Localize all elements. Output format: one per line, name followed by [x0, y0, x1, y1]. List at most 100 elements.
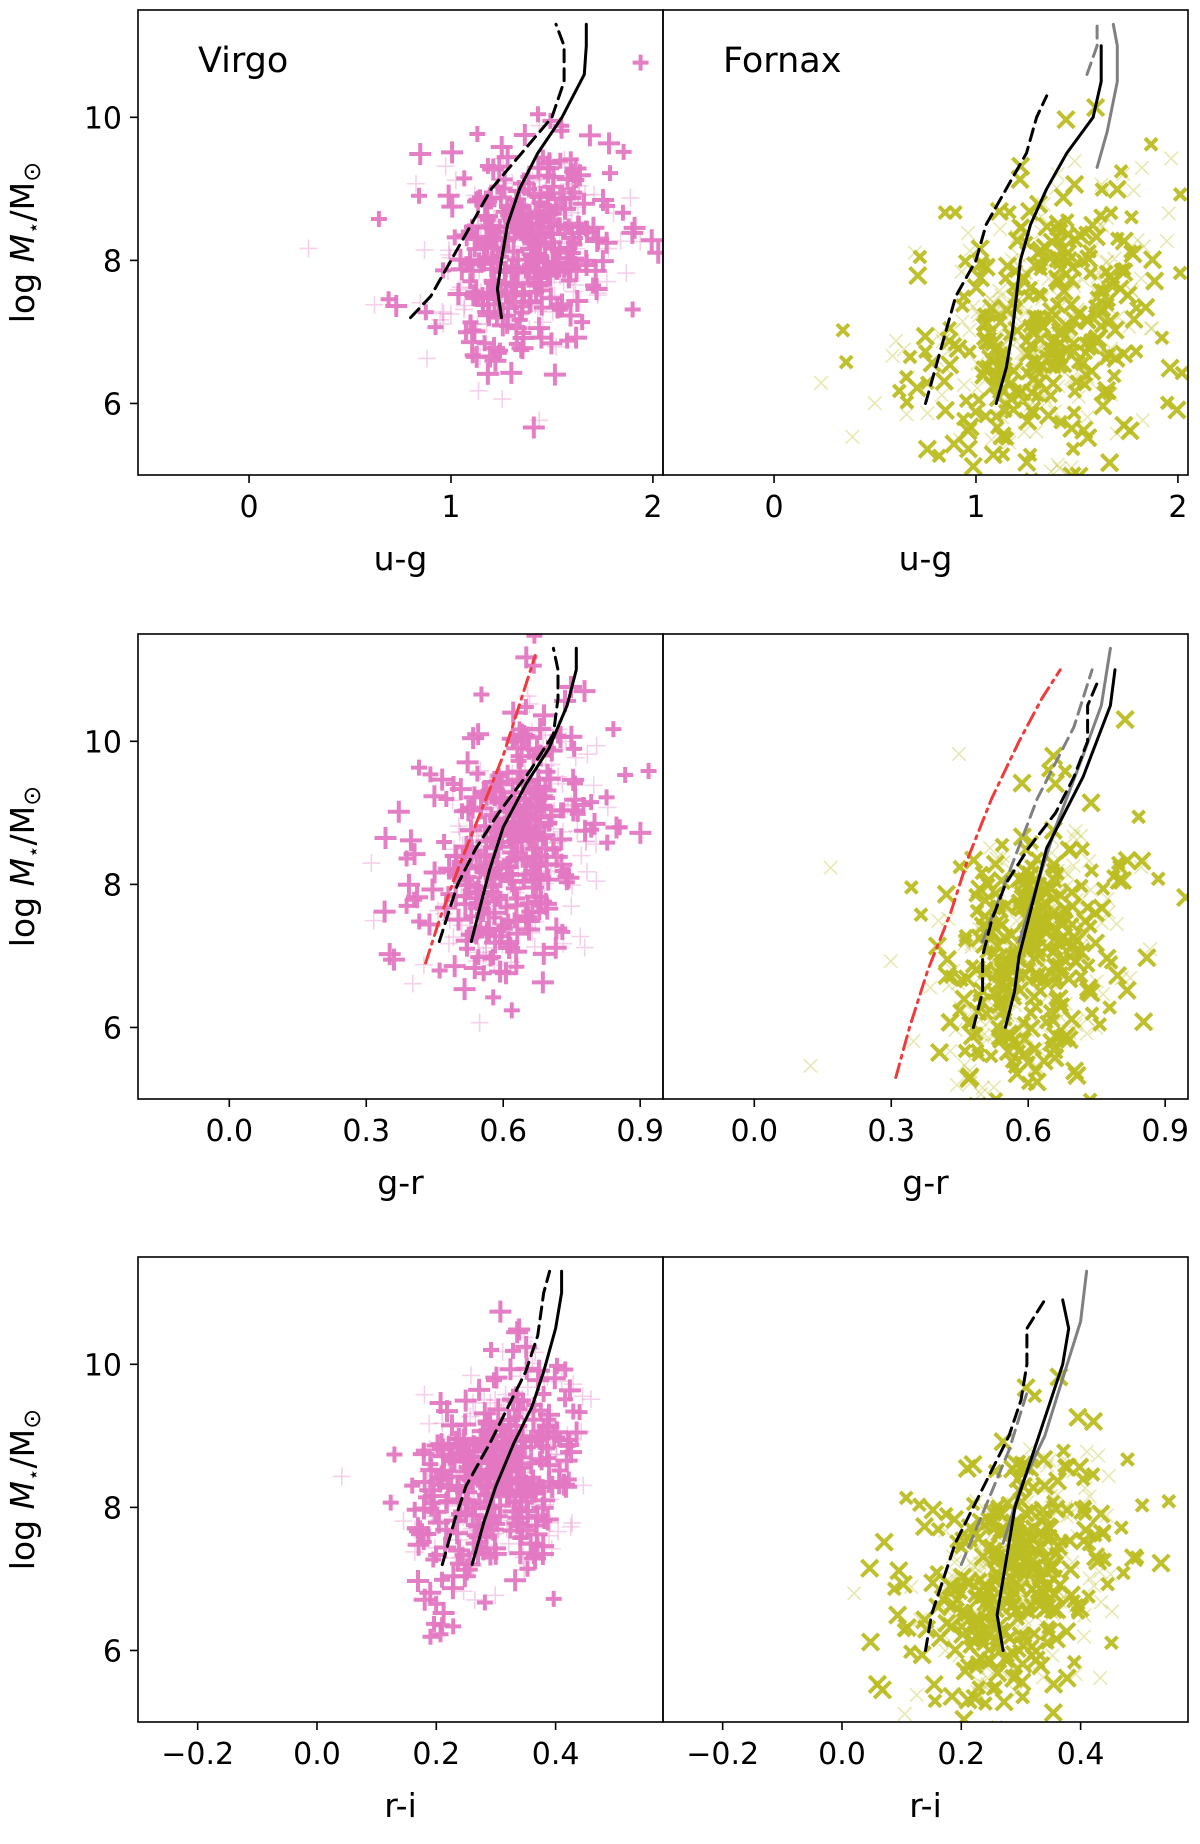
data-point [492, 891, 509, 908]
data-point [930, 1521, 946, 1537]
data-point [506, 1512, 529, 1535]
data-point [1046, 957, 1066, 978]
data-point [1076, 929, 1091, 945]
data-point [1085, 903, 1106, 923]
data-point [955, 411, 971, 427]
data-point [1056, 1589, 1072, 1604]
data-point [481, 1518, 504, 1541]
panel-virgo-g-r: 0.0 0.3 0.6 0.9 6 8 10 log M⋆/M⊙ g-r [3, 633, 664, 1202]
data-point [1137, 948, 1157, 968]
y-tick-label: 8 [103, 1491, 122, 1526]
data-point [560, 218, 577, 235]
data-point [1161, 205, 1177, 221]
scatter-points [803, 709, 1188, 1099]
data-point [1103, 1567, 1118, 1582]
data-point [449, 778, 472, 801]
data-point [454, 1389, 477, 1412]
data-point [1049, 1545, 1065, 1561]
y-axis-label: log M⋆/M⊙ [3, 1409, 46, 1571]
data-point [1085, 1466, 1101, 1482]
data-point [893, 477, 910, 494]
data-point [1040, 309, 1055, 325]
data-point [468, 928, 485, 945]
data-point [563, 225, 582, 244]
data-point [520, 694, 539, 713]
data-point [534, 1437, 551, 1454]
data-point [506, 1321, 529, 1344]
data-point [526, 274, 549, 297]
data-point [479, 157, 496, 174]
data-point [577, 832, 596, 851]
data-point [403, 843, 426, 866]
data-point [1076, 1629, 1092, 1644]
data-point [960, 1573, 976, 1589]
data-point [1054, 926, 1074, 947]
x-tick-label: 2 [643, 490, 662, 525]
data-point [446, 1522, 469, 1545]
data-point [1132, 851, 1152, 871]
data-point [957, 932, 973, 948]
data-point [545, 917, 568, 940]
data-point [957, 1058, 972, 1073]
median-lines [894, 646, 1117, 1079]
data-point [587, 736, 606, 755]
data-point [994, 837, 1010, 853]
data-point [860, 1558, 880, 1578]
data-point [483, 293, 506, 316]
data-point [505, 1342, 522, 1359]
data-point [547, 200, 564, 217]
data-point [1049, 296, 1065, 312]
data-point [517, 851, 534, 868]
data-point [443, 1450, 466, 1473]
data-point [1100, 1576, 1116, 1592]
data-point [1014, 345, 1029, 361]
data-point [446, 171, 465, 190]
data-point [440, 911, 459, 930]
data-point [447, 286, 466, 305]
data-point [1092, 1670, 1108, 1686]
data-point [1142, 250, 1163, 270]
y-label-sun: ⊙ [18, 786, 46, 806]
data-point [521, 261, 538, 278]
data-point [486, 896, 505, 915]
data-point [443, 955, 466, 978]
data-point [943, 969, 959, 985]
x-axis-label: r-i [909, 1786, 942, 1825]
data-point [1012, 381, 1032, 402]
data-point [332, 1467, 351, 1486]
data-point [623, 216, 646, 239]
data-point [1094, 177, 1109, 192]
data-point [503, 174, 522, 193]
data-point [1135, 412, 1151, 428]
data-point [897, 1706, 912, 1722]
data-point [1136, 297, 1156, 318]
data-point [1036, 882, 1057, 903]
data-point [962, 1639, 978, 1655]
data-point [1061, 270, 1082, 290]
data-point [431, 962, 448, 979]
data-point [1053, 414, 1068, 430]
data-point [1100, 891, 1115, 907]
data-point [512, 870, 531, 889]
data-point [977, 329, 993, 345]
data-point [502, 937, 519, 954]
data-point [1102, 1000, 1118, 1015]
data-point [525, 938, 544, 957]
y-tick-label: 8 [103, 868, 122, 903]
data-point [1056, 109, 1076, 130]
data-point [513, 124, 536, 147]
data-point [502, 1423, 519, 1440]
data-point [519, 1560, 536, 1577]
data-point [545, 857, 564, 876]
data-point [463, 801, 482, 820]
data-point [838, 354, 854, 370]
axes-frame [137, 633, 664, 1100]
data-point [582, 1390, 601, 1409]
data-point [823, 860, 838, 876]
data-point [954, 1709, 974, 1722]
data-point [1064, 917, 1080, 933]
data-point [1059, 212, 1075, 228]
x-tick-label: 0 [240, 490, 259, 525]
y-label-sep: /M [3, 1429, 42, 1469]
data-point [545, 1590, 562, 1607]
